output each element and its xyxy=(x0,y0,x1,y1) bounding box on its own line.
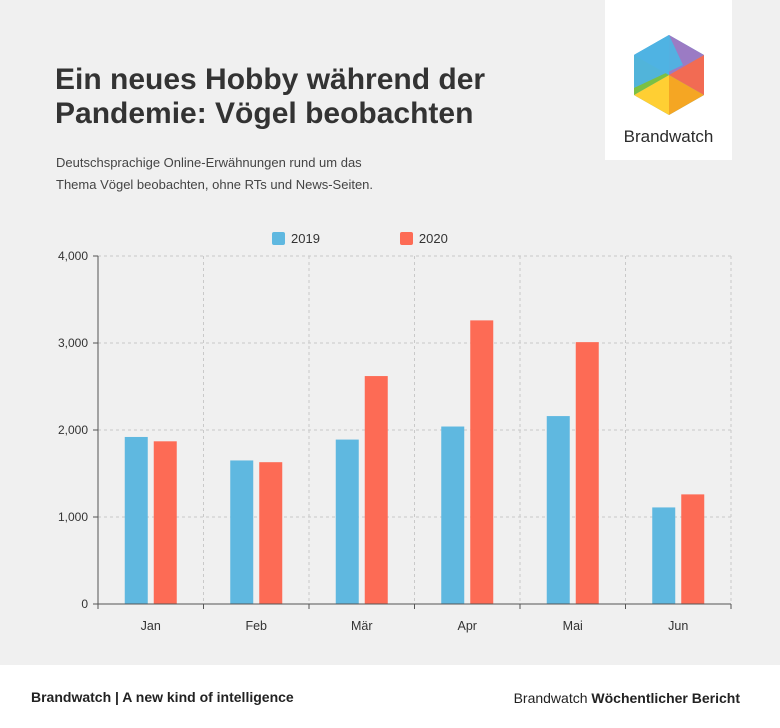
bar-2020-Feb xyxy=(259,462,283,604)
bar-2020-Jan xyxy=(153,441,177,604)
x-tick-label: Jun xyxy=(668,619,688,633)
brandwatch-hexagon-icon xyxy=(634,35,704,115)
subtitle-line-1: Deutschsprachige Online-Erwähnungen rund… xyxy=(56,155,362,170)
brand-logo-text: Brandwatch xyxy=(623,127,714,146)
legend-item-2019: 2019 xyxy=(272,231,320,246)
footer-report-prefix: Brandwatch xyxy=(513,690,588,706)
bar-2020-Mai xyxy=(575,342,599,604)
bar-2019-Mär xyxy=(335,439,359,604)
bar-2019-Mai xyxy=(546,416,570,604)
logo-facet xyxy=(669,55,704,95)
bar-2020-Apr xyxy=(470,320,494,604)
subtitle: Deutschsprachige Online-Erwähnungen rund… xyxy=(56,152,476,196)
bar-2020-Mär xyxy=(364,376,388,604)
legend-swatch-2020 xyxy=(399,231,413,245)
bar-2019-Jan xyxy=(124,436,148,604)
y-tick-label: 0 xyxy=(81,597,88,611)
logo-facet xyxy=(669,75,704,115)
y-tick-label: 3,000 xyxy=(58,336,88,350)
footer-report-name: Wöchentlicher Bericht xyxy=(591,690,740,706)
page-title: Ein neues Hobby während der Pandemie: Vö… xyxy=(55,63,486,130)
y-tick-label: 2,000 xyxy=(58,423,88,437)
subtitle-line-2: Thema Vögel beobachten, ohne RTs und New… xyxy=(56,177,374,192)
x-tick-label: Apr xyxy=(458,619,477,633)
x-tick-label: Mär xyxy=(351,619,373,633)
bar-2019-Apr xyxy=(441,426,465,604)
x-tick-label: Jan xyxy=(141,619,161,633)
footer-tagline: Brandwatch | A new kind of intelligence xyxy=(31,689,294,705)
brand-logo-card: Brandwatch xyxy=(605,0,732,160)
bar-2019-Jun xyxy=(652,507,676,604)
legend-item-2020: 2020 xyxy=(399,230,448,246)
x-tick-label: Feb xyxy=(245,619,267,633)
legend-label-2020: 2020 xyxy=(418,230,448,246)
footer-report-title: Brandwatch Wöchentlicher Bericht xyxy=(514,690,740,706)
y-tick-label: 1,000 xyxy=(58,510,88,524)
logo-facet xyxy=(634,75,669,115)
y-tick-label: 4,000 xyxy=(58,249,88,263)
bar-2019-Feb xyxy=(230,460,254,604)
x-tick-label: Mai xyxy=(563,619,583,633)
bar-chart: 0 1,000 2,000 3,000 4,000 Jan Feb Mär Apr Mai Jun xyxy=(58,249,732,633)
legend-label-2019: 2019 xyxy=(291,230,320,246)
bar-2020-Jun xyxy=(681,494,705,604)
legend-swatch-2019 xyxy=(272,231,285,245)
chart-legend: 2019 2020 xyxy=(272,229,448,247)
